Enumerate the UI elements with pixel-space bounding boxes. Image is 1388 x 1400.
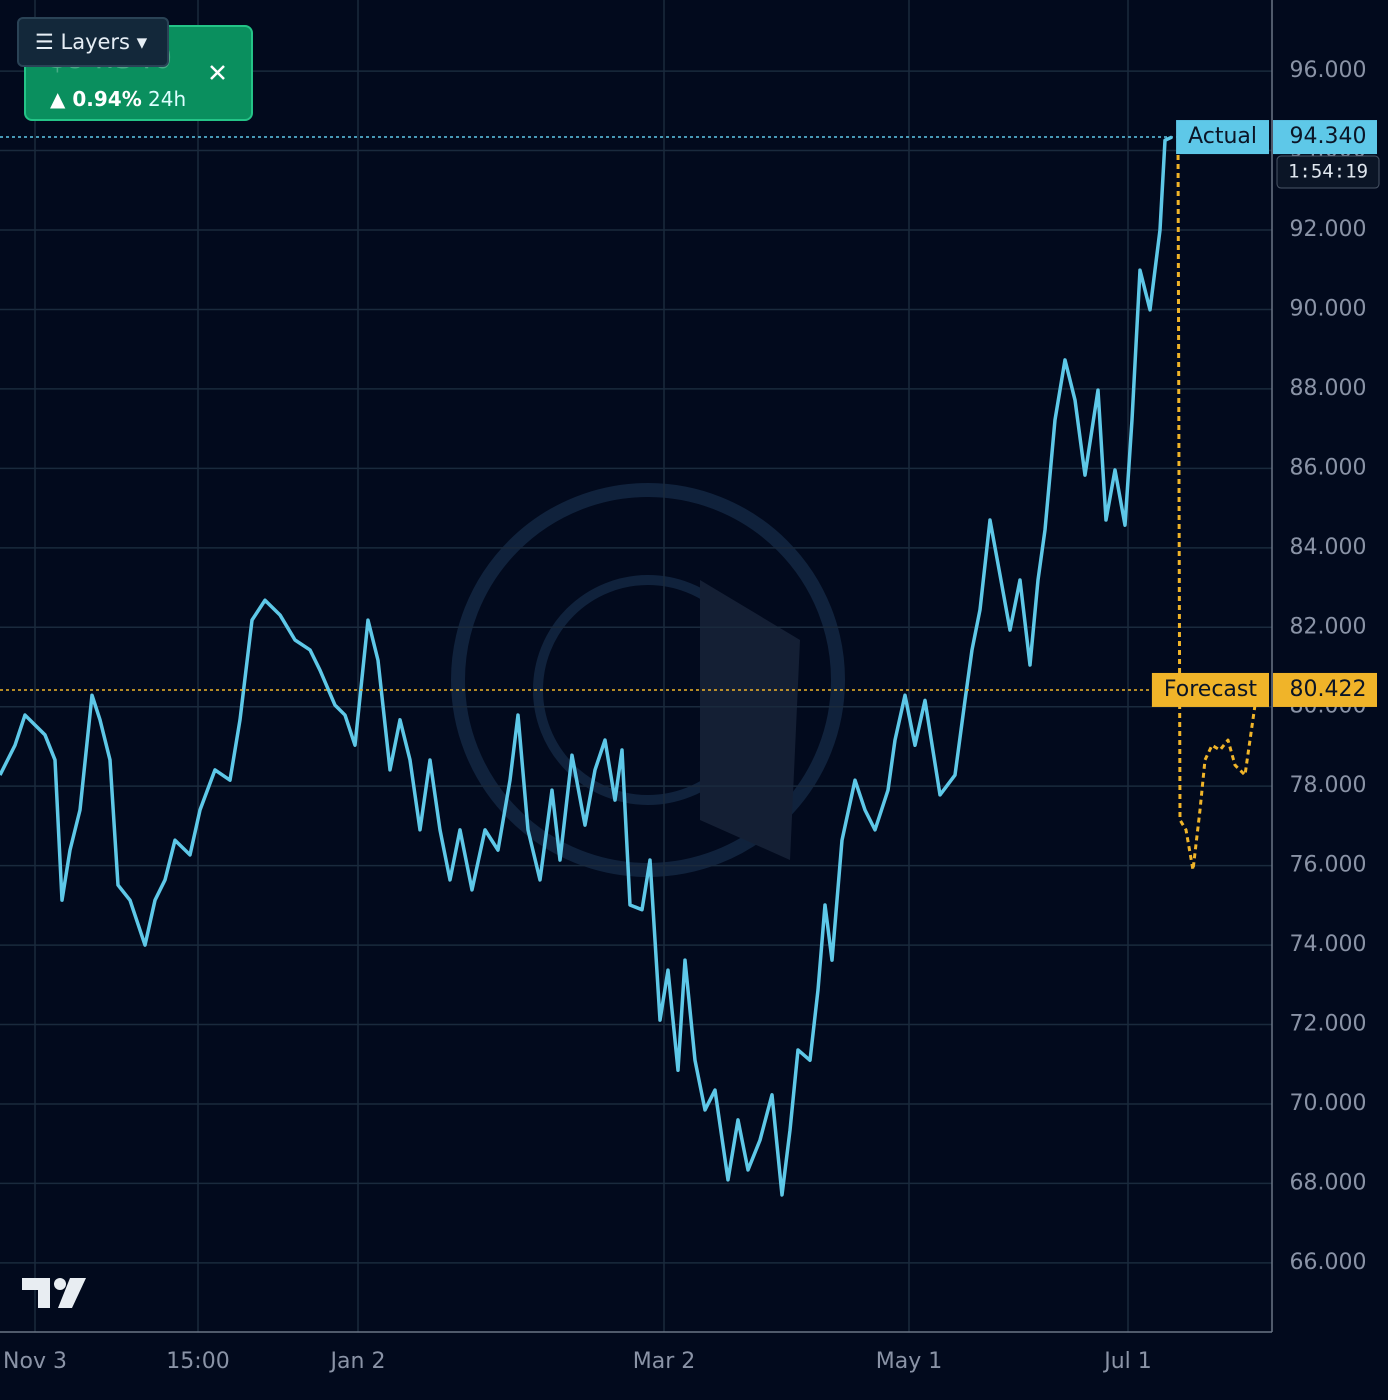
layers-button[interactable]: ☰ Layers ▾ (17, 17, 169, 67)
price-tag (1273, 120, 1377, 155)
y-tick-label: 66.000 (1290, 1250, 1367, 1275)
y-tick-label: 74.000 (1290, 932, 1367, 957)
y-tick-label: 96.000 (1290, 58, 1367, 83)
x-tick-label: May 1 (876, 1349, 942, 1374)
x-tick-label: Jul 1 (1102, 1349, 1152, 1374)
price-tag-label: 94.340 (1290, 124, 1367, 149)
countdown: 1:54:19 (1288, 161, 1368, 183)
y-tick-label: 70.000 (1290, 1091, 1367, 1116)
price-tag-name: Forecast (1164, 677, 1257, 702)
period: 24h (148, 87, 187, 111)
y-tick-label: 92.000 (1290, 217, 1367, 242)
countdown-bg (1276, 155, 1380, 189)
y-tick-label: 84.000 (1290, 535, 1367, 560)
price-tag-name-bg (1176, 120, 1269, 155)
x-tick-label: 15:00 (166, 1349, 229, 1374)
y-tick-label: 86.000 (1290, 455, 1367, 480)
close-button[interactable] (208, 63, 228, 83)
price-tag (1273, 672, 1377, 707)
series-line (0, 135, 1173, 1197)
x-tick-label: Nov 3 (3, 1349, 67, 1374)
x-tick-label: Mar 2 (633, 1349, 696, 1374)
price-tag-name-bg (1151, 672, 1269, 707)
change: ▲ 0.94% (50, 87, 142, 111)
series-line (1176, 137, 1257, 872)
x-tick-label: Jan 2 (329, 1349, 386, 1374)
y-tick-label: 90.000 (1290, 296, 1367, 321)
grid (0, 0, 1272, 1332)
y-tick-label: 72.000 (1290, 1012, 1367, 1037)
axis-labels: 66.000 68.000 70.000 72.000 74.000 76.000 78.0… (3, 58, 1380, 1374)
y-tick-label: 76.000 (1290, 853, 1367, 878)
tv-logo (22, 1278, 86, 1308)
plot (0, 135, 1272, 1197)
y-tick-label: 88.000 (1290, 376, 1367, 401)
y-tick-label: 82.000 (1290, 614, 1367, 639)
y-tick-label: 78.000 (1290, 773, 1367, 798)
y-tick-label: 68.000 (1290, 1170, 1367, 1195)
price-tag-label: 80.422 (1290, 677, 1367, 702)
price-tag-name: Actual (1188, 124, 1257, 149)
